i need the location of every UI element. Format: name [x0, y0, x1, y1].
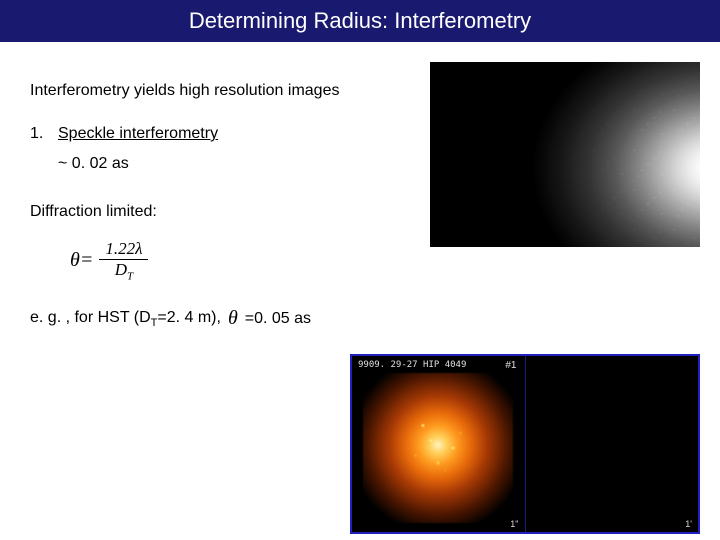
speckle-pattern-icon: [363, 373, 513, 523]
formula-denominator: DT: [109, 260, 139, 282]
theta-symbol: θ: [228, 307, 238, 330]
example-suffix: =0. 05 as: [245, 310, 311, 328]
formula-fraction: 1.22λ DT: [99, 239, 148, 282]
formula-numerator: 1.22λ: [99, 239, 148, 260]
panel-left: 9909. 29-27 HIP 4049 #1 1": [352, 356, 526, 532]
formula-lhs: θ: [70, 249, 80, 272]
example-prefix: e. g. , for HST (DT=2. 4 m),: [30, 309, 221, 329]
list-number: 1.: [30, 125, 58, 143]
panel-id-label: 9909. 29-27 HIP 4049: [358, 360, 466, 370]
scale-left: 1": [510, 519, 518, 529]
scale-right: 1': [685, 519, 692, 529]
formula-eq: =: [80, 249, 94, 272]
panel-right: 1': [526, 356, 699, 532]
slide-title: Determining Radius: Interferometry: [0, 0, 720, 42]
example-line: e. g. , for HST (DT=2. 4 m), θ =0. 05 as: [30, 307, 690, 330]
list-label: Speckle interferometry: [58, 125, 218, 143]
speckle-image: [430, 62, 700, 247]
comparison-panel: 9909. 29-27 HIP 4049 #1 1" 1': [350, 354, 700, 534]
panel-frame-number: #1: [505, 360, 516, 371]
